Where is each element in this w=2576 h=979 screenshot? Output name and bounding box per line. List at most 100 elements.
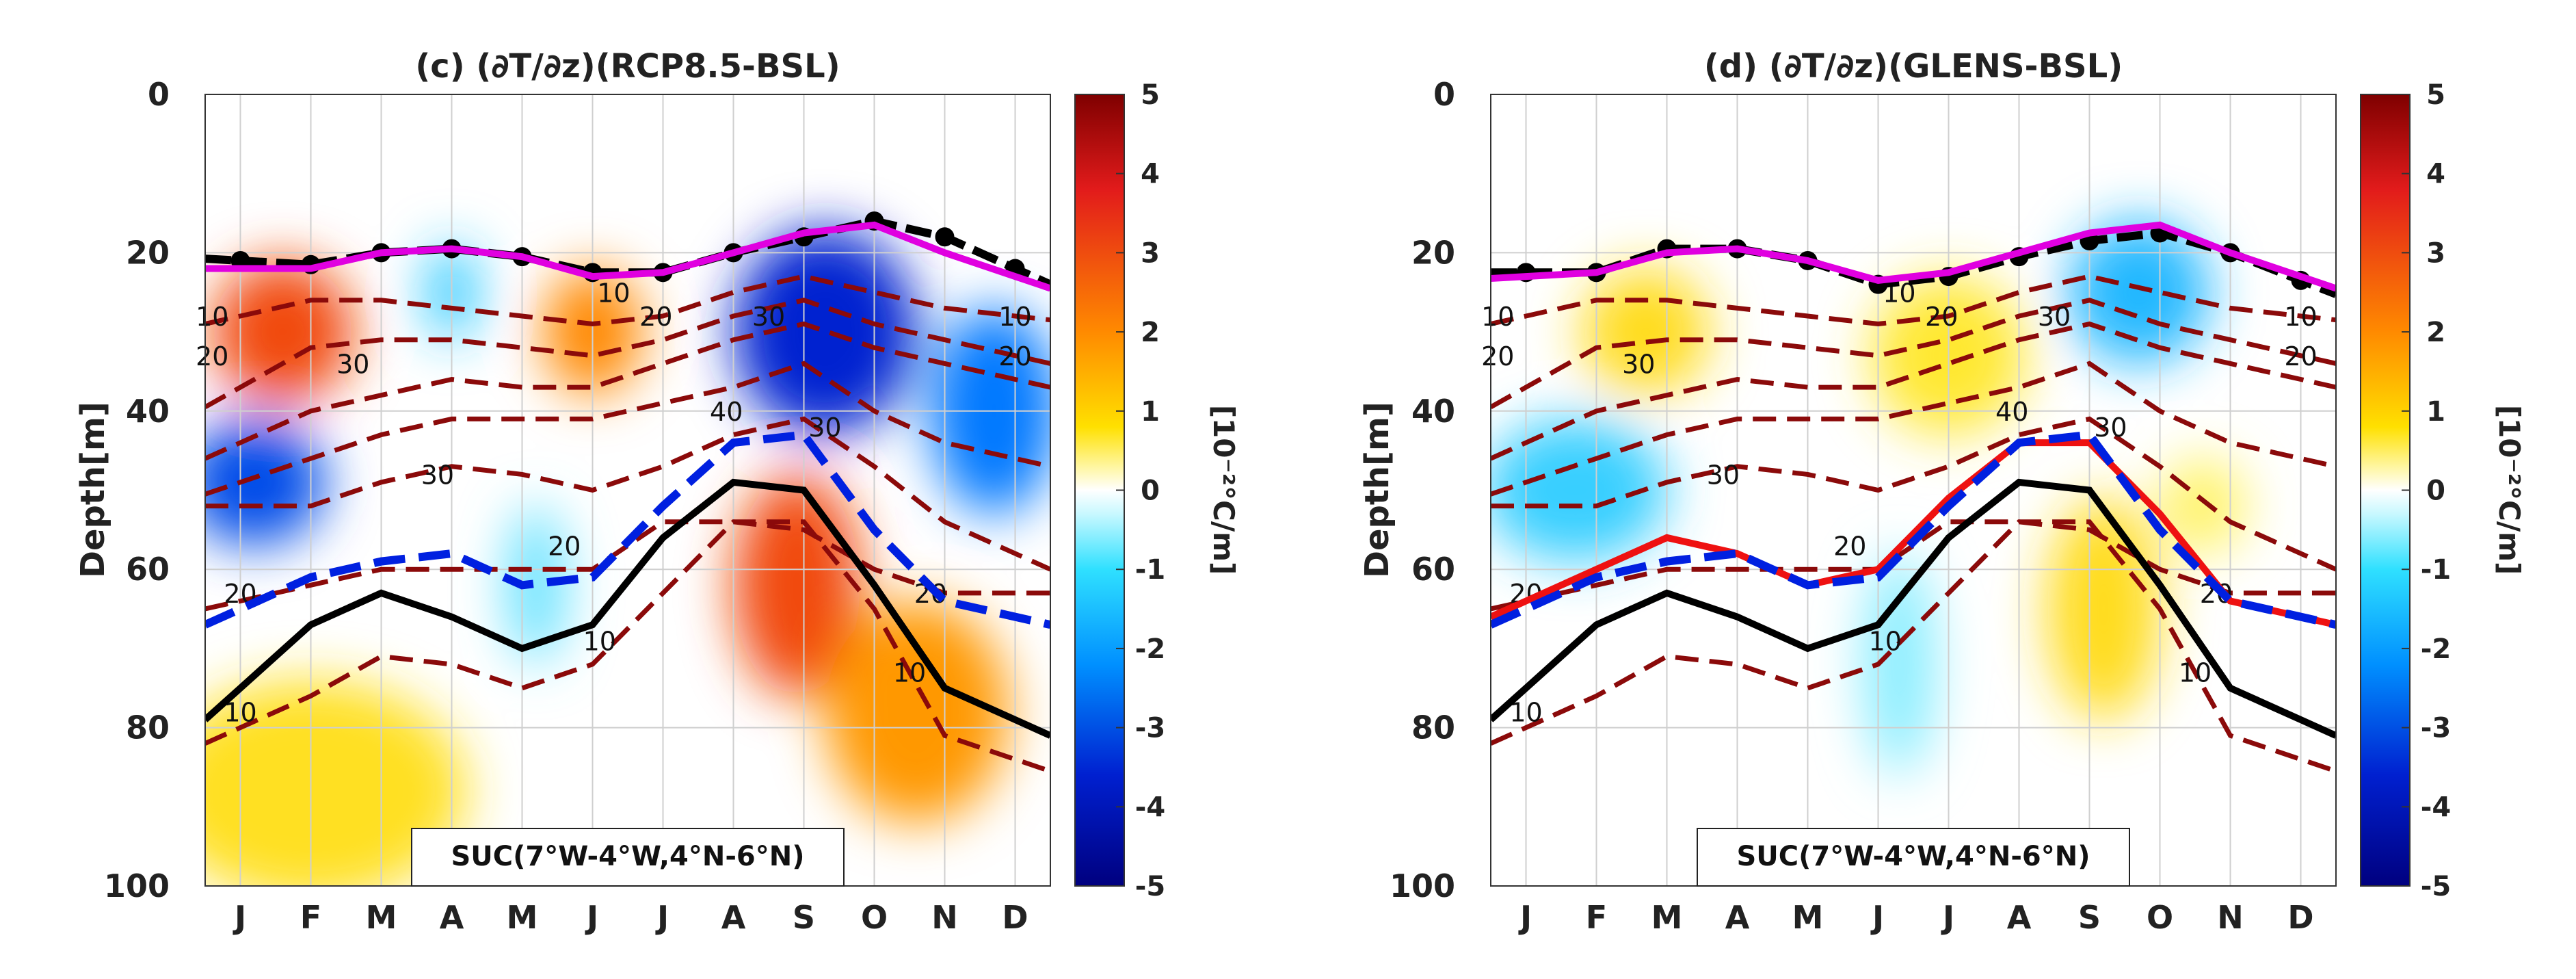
x-tick-label: M <box>1792 899 1824 936</box>
contour-label: 10 <box>998 302 1031 332</box>
contour-label: 10 <box>2284 302 2317 332</box>
anomaly-blob <box>205 680 466 886</box>
contour-label: 20 <box>2284 341 2317 371</box>
contour-label: 30 <box>752 302 785 332</box>
contour-line-10 <box>1491 274 2336 327</box>
x-tick-label: A <box>1725 899 1750 936</box>
contour-line-30 <box>1491 416 2336 572</box>
colorbar-tick-label: -3 <box>2421 713 2451 744</box>
y-ticks: 0 20 40 60 80 100 <box>1390 76 1455 904</box>
line-blue-dashed <box>1491 430 2336 629</box>
line-blue-dashed <box>205 430 1050 629</box>
anomaly-blob <box>733 474 860 696</box>
x-tick-label: O <box>2147 899 2173 936</box>
contour-label: 30 <box>1622 349 1655 379</box>
contour-label: 10 <box>2179 658 2212 688</box>
y-tick-label: 60 <box>1411 551 1455 588</box>
colorbar-tick-label: -5 <box>2421 871 2451 902</box>
x-tick-label: F <box>1586 899 1607 936</box>
contour-label: 30 <box>336 349 369 379</box>
y-tick-label: 100 <box>104 867 170 904</box>
x-tick-label: A <box>721 899 746 936</box>
boundary-lines <box>1491 221 2336 739</box>
colorbar-tick-label: -4 <box>1135 792 1165 823</box>
panel-d-ylabel: Depth[m] <box>1358 402 1396 578</box>
y-tick-label: 80 <box>126 709 170 746</box>
contour-label: 20 <box>196 341 228 371</box>
contour-label: 20 <box>1833 531 1866 561</box>
panel-d-title: (d) (∂T/∂z)(GLENS-BSL) <box>1704 47 2123 86</box>
x-tick-label: F <box>300 899 321 936</box>
boundary-lines <box>205 211 1050 739</box>
contour-line-20 <box>1491 298 2336 410</box>
colorbar-tick-label: 3 <box>2426 237 2445 269</box>
contour-label: 20 <box>1925 302 1958 332</box>
panel-c-region-label: SUC(7°W-4°W,4°N-6°N) <box>451 841 804 872</box>
contour-line-30 <box>1491 321 2336 461</box>
contour-line-40 <box>205 361 1050 497</box>
colorbar-tick-label: 0 <box>2426 475 2445 507</box>
contour-label: 40 <box>1995 397 2028 427</box>
x-tick-label: N <box>2217 899 2244 936</box>
anomaly-blob <box>2047 498 2160 720</box>
anomaly-blob <box>1491 419 1667 562</box>
colorbar: 5 4 3 2 1 0 -1 -2 -3 -4 -5 [10⁻²°C/m] <box>1074 79 1240 902</box>
x-tick-label: A <box>440 899 464 936</box>
y-tick-label: 80 <box>1411 709 1455 746</box>
contour-label: 40 <box>710 397 743 427</box>
y-tick-label: 0 <box>1433 76 1455 113</box>
anomaly-blob <box>1863 553 1935 776</box>
x-tick-label: J <box>1518 899 1532 936</box>
y-tick-label: 20 <box>126 234 170 271</box>
colorbar-tick-label: -2 <box>1135 634 1165 665</box>
colorbar-tick-label: 5 <box>2426 79 2445 111</box>
x-tick-label: S <box>793 899 815 936</box>
y-tick-label: 40 <box>1411 393 1455 430</box>
line-black-solid <box>205 478 1050 739</box>
colorbar-tick-label: 2 <box>2426 317 2445 348</box>
colorbar-tick-label: -1 <box>2421 554 2451 586</box>
y-tick-label: 100 <box>1390 867 1455 904</box>
x-tick-label: M <box>1651 899 1683 936</box>
colorbar-tick-label: 5 <box>1141 79 1160 111</box>
contour-label: 10 <box>1869 626 1902 656</box>
colorbar-label: [10⁻²°C/m] <box>1207 405 1240 575</box>
contour-label: 10 <box>583 626 616 656</box>
line-marker <box>935 227 955 247</box>
contour-line-10 <box>205 274 1050 327</box>
contour-label: 10 <box>196 302 228 332</box>
colorbar-tick-label: -3 <box>1135 713 1165 744</box>
colorbar-tick-label: 1 <box>1141 396 1160 428</box>
x-tick-label: J <box>1870 899 1884 936</box>
panel-c-title: (c) (∂T/∂z)(RCP8.5-BSL) <box>415 47 840 86</box>
colorbar: 5 4 3 2 1 0 -1 -2 -3 -4 -5 [10⁻²°C/m] <box>2360 79 2526 902</box>
contour-line-30 <box>205 416 1050 572</box>
region-box <box>411 828 845 887</box>
colorbar-tick-label: 4 <box>2426 159 2445 190</box>
x-tick-label: J <box>585 899 598 936</box>
contour-line-40 <box>1491 361 2336 497</box>
anomaly-blob <box>825 601 1009 823</box>
contour-label: 30 <box>2094 413 2127 443</box>
x-tick-label: O <box>861 899 888 936</box>
x-tick-label: N <box>931 899 958 936</box>
y-tick-label: 20 <box>1411 234 1455 271</box>
colorbar-tick-label: 1 <box>2426 396 2445 428</box>
colorbar-tick-label: 3 <box>1141 237 1160 269</box>
y-tick-label: 40 <box>126 393 170 430</box>
anomaly-blob <box>212 260 354 404</box>
colorbar-tick-label: 0 <box>1141 475 1160 507</box>
x-tick-label: J <box>233 899 246 936</box>
contour-label: 30 <box>421 460 454 490</box>
anomaly-blob <box>205 419 326 546</box>
line-magenta <box>1491 221 2336 292</box>
x-tick-label: S <box>2078 899 2101 936</box>
x-tick-label: J <box>655 899 669 936</box>
x-tick-label: A <box>2007 899 2032 936</box>
